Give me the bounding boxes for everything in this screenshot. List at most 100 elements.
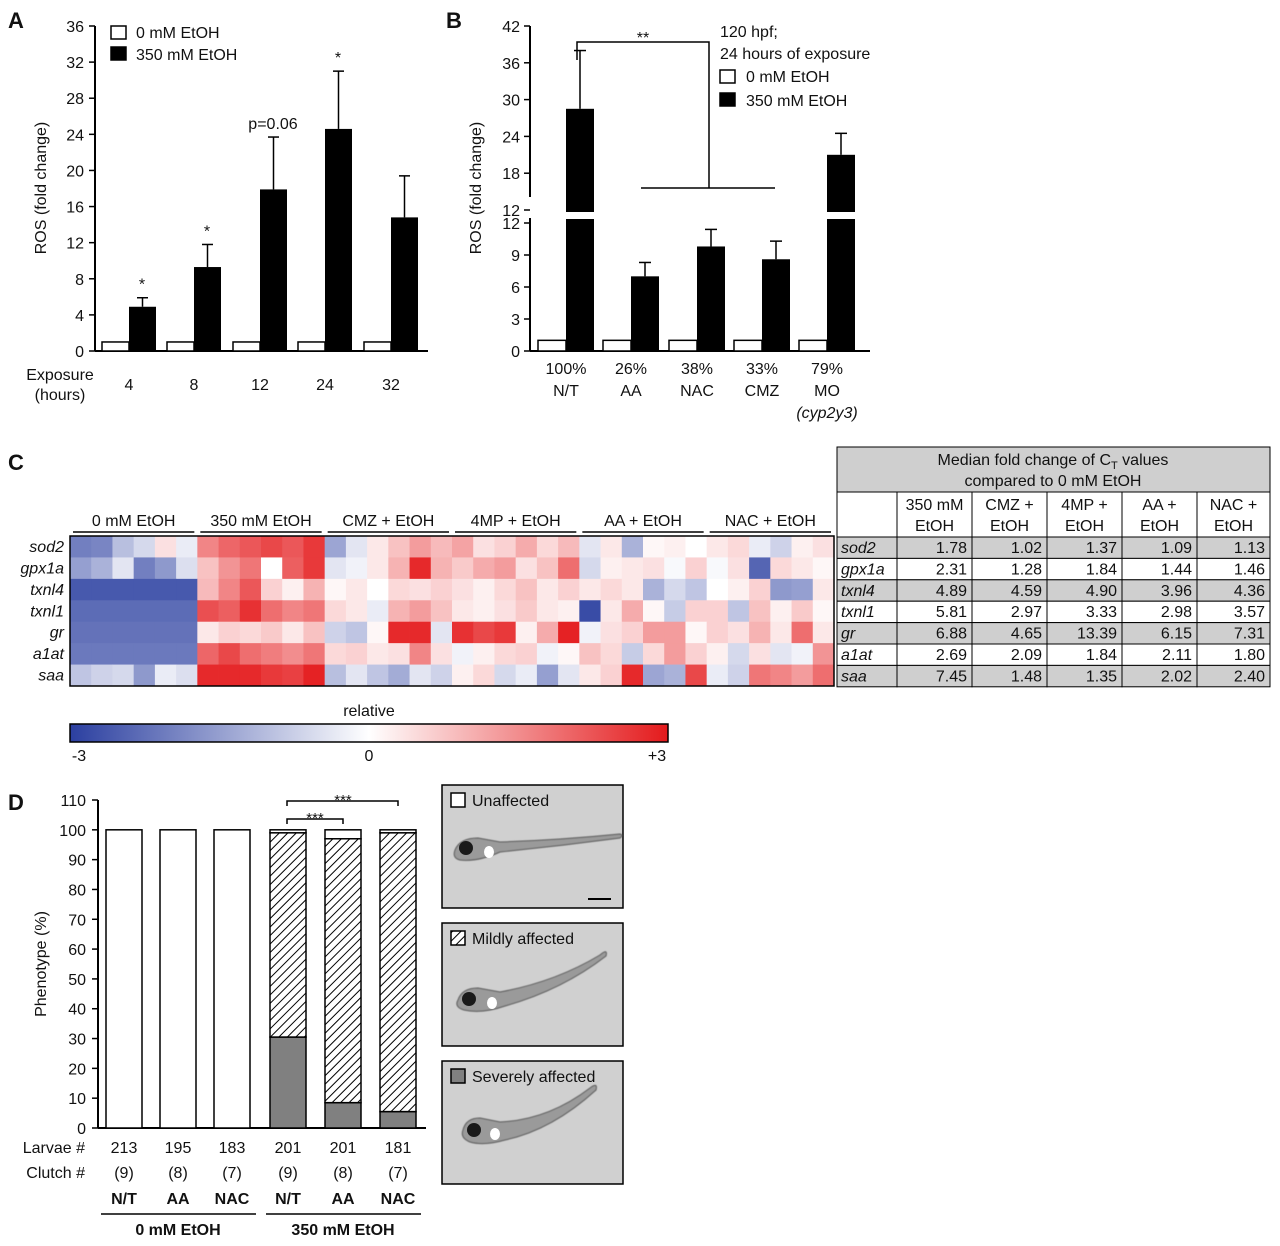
c-heatmap-cell	[579, 557, 601, 580]
c-table-value: 2.02	[1161, 668, 1192, 685]
c-heatmap-cell	[706, 578, 729, 601]
c-heatmap-cell	[770, 664, 792, 687]
b-x-tick-label: (cyp2y3)	[796, 405, 857, 422]
d-larvae-count: 183	[219, 1140, 246, 1157]
c-heatmap-cell	[812, 643, 835, 665]
c-heatmap-cell	[536, 536, 559, 558]
c-heatmap-cell	[324, 664, 347, 687]
a-y-tick-label: 12	[66, 236, 84, 253]
c-heatmap-cell	[430, 664, 453, 687]
larva-yolk	[487, 997, 497, 1009]
d-y-tick-label: 40	[68, 1002, 86, 1019]
c-heatmap-cell	[197, 664, 219, 687]
c-heatmap-cell	[473, 536, 495, 558]
c-heatmap-cell	[261, 621, 283, 644]
c-heatmap-cell	[303, 600, 326, 623]
c-heatmap-cell	[536, 664, 559, 687]
a-x-axis-label-line1: Exposure	[26, 367, 94, 384]
c-heatmap-cell	[685, 643, 708, 665]
c-heatmap-cell	[409, 557, 432, 580]
c-group-label: CMZ + EtOH	[342, 513, 434, 530]
b-bar-etoh	[697, 246, 725, 351]
c-heatmap-cell	[600, 643, 623, 665]
b-x-tick-label: MO	[814, 383, 840, 400]
b-y-tick-label: 24	[502, 129, 520, 146]
c-heatmap-cell	[558, 557, 580, 580]
c-table-header-text: 4MP +	[1061, 497, 1107, 514]
c-heatmap-cell	[812, 557, 835, 580]
c-table-value: 3.33	[1086, 604, 1117, 621]
c-heatmap-cell	[176, 600, 198, 623]
d-bar-segment	[324, 838, 362, 1104]
c-heatmap-cell	[239, 578, 262, 601]
larva-eye	[459, 841, 473, 855]
b-axis-break-gap	[564, 212, 596, 219]
c-colorbar-label: relative	[343, 703, 395, 720]
b-bar-control	[602, 339, 632, 352]
d-row-label-clutch: Clutch #	[26, 1165, 85, 1182]
a-legend-control: 0 mM EtOH	[136, 25, 220, 42]
c-table-value: 1.37	[1086, 540, 1117, 557]
c-heatmap-cell	[112, 621, 135, 644]
c-table-title-line1: Median fold change of CT values	[938, 452, 1169, 472]
d-significance-bracket-outer	[286, 800, 399, 806]
a-y-tick-label: 16	[66, 200, 84, 217]
c-heatmap-cell	[367, 621, 389, 644]
c-heatmap-cell	[664, 621, 686, 644]
b-axis-break-gap	[825, 212, 857, 219]
c-table-gene-label: a1at	[841, 647, 873, 664]
c-table-value: 2.11	[1162, 647, 1192, 664]
c-heatmap-cell	[112, 557, 135, 580]
c-table-value: 2.40	[1234, 668, 1265, 685]
a-annotation: *	[139, 277, 145, 294]
c-heatmap-cell	[367, 536, 389, 558]
c-table-value: 3.57	[1234, 604, 1265, 621]
c-heatmap-cell	[239, 643, 262, 665]
c-heatmap-cell	[91, 643, 113, 665]
c-table-value: 1.80	[1234, 647, 1265, 664]
c-heatmap-cell	[621, 557, 644, 580]
c-table-gene-label: txnl4	[841, 583, 875, 600]
c-table-value: 4.89	[936, 583, 967, 600]
c-heatmap-cell	[685, 557, 708, 580]
c-heatmap-cell	[261, 600, 283, 623]
a-legend-etoh: 350 mM EtOH	[136, 47, 237, 64]
c-table-value: 2.31	[936, 561, 967, 578]
b-bar-etoh	[631, 276, 659, 351]
d-bar-segment	[324, 1101, 362, 1129]
a-bar-control	[363, 341, 392, 352]
c-heatmap-cell	[770, 557, 792, 580]
c-group-label: 0 mM EtOH	[92, 513, 176, 530]
c-heatmap-cell	[70, 643, 92, 665]
b-y-tick-label: 6	[511, 280, 520, 297]
c-table-value: 1.84	[1086, 647, 1117, 664]
c-heatmap-cell	[706, 557, 729, 580]
c-heatmap-cell	[133, 664, 156, 687]
b-x-tick-label: 38%	[681, 361, 713, 378]
d-bar-segment	[269, 1036, 307, 1129]
c-heatmap-cell	[494, 578, 517, 601]
c-table-value: 1.28	[1011, 561, 1042, 578]
c-heatmap-cell	[282, 664, 304, 687]
c-table-value: 1.84	[1086, 561, 1117, 578]
c-heatmap-cell	[706, 664, 729, 687]
c-group-label: 350 mM EtOH	[210, 513, 311, 530]
d-y-tick-label: 80	[68, 882, 86, 899]
c-heatmap-cell	[749, 600, 771, 623]
c-heatmap-cell	[515, 536, 538, 558]
larva-label: Mildly affected	[472, 931, 574, 948]
a-legend-swatch-etoh	[110, 46, 127, 61]
c-heatmap-cell	[91, 600, 113, 623]
c-heatmap-cell	[494, 600, 517, 623]
c-table-value: 13.39	[1077, 626, 1117, 643]
c-heatmap-cell	[345, 536, 368, 558]
d-larvae-count: 201	[330, 1140, 357, 1157]
d-x-tick-label: N/T	[275, 1191, 301, 1208]
c-heatmap-cell	[218, 600, 241, 623]
c-heatmap-cell	[536, 578, 559, 601]
c-heatmap-cell	[536, 557, 559, 580]
b-bars	[537, 49, 857, 352]
c-table-value: 1.78	[936, 540, 967, 557]
c-heatmap-cell	[176, 643, 198, 665]
c-table-value: 4.36	[1234, 583, 1265, 600]
